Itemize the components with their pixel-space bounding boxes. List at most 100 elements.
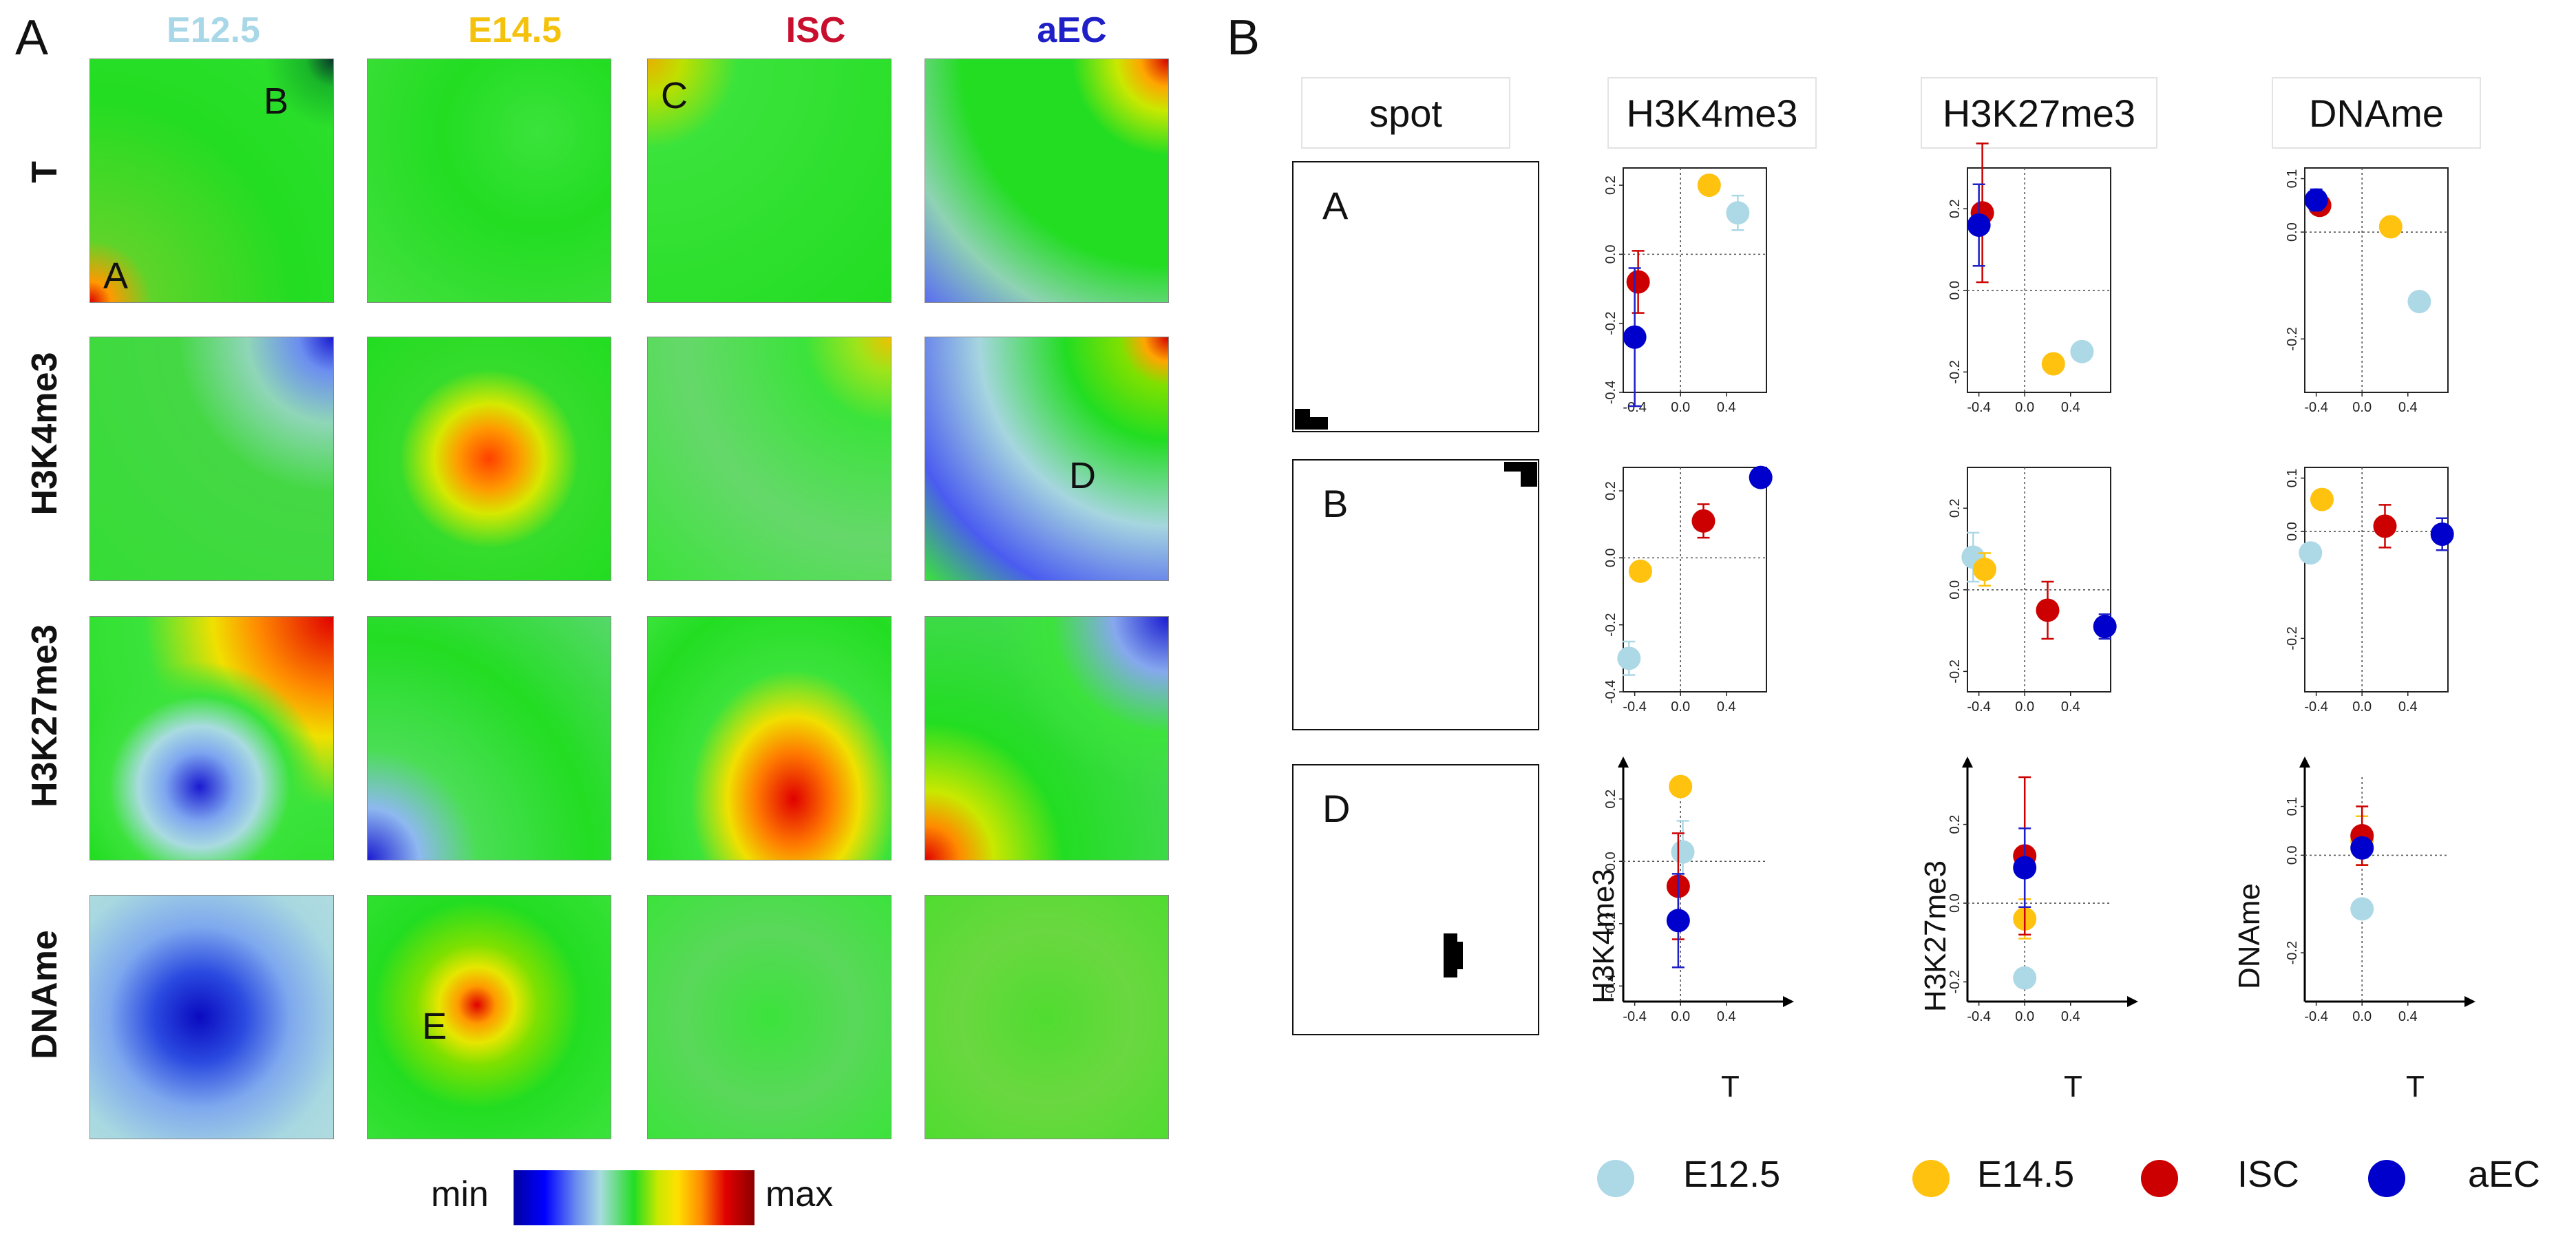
plot-b-dname-frame (2304, 467, 2449, 692)
spot-box-b: B (1292, 459, 1539, 730)
plot-d-h3k4me3-xtick-label-1: 0.0 (1671, 1009, 1690, 1024)
plot-d-h3k4me3-ytick-label-2: -0.2 (1603, 912, 1618, 935)
plot-a-h3k27me3-xtick-label-0: -0.4 (1967, 400, 1990, 415)
plot-b-dname-ytick-label-2: -0.2 (2285, 626, 2300, 650)
y-axis-label-dname: DNAme (2232, 882, 2266, 990)
plot-d-dname-ytick-label-2: -0.2 (2285, 941, 2300, 964)
plot-b-h3k4me3-xtick-label-1: 0.0 (1671, 699, 1690, 715)
heatmap-h3k27me3-e14-5 (367, 616, 611, 860)
plot-b-h3k27me3-ytick-label-1: 0.0 (1947, 580, 1963, 600)
plot-d-h3k27me3-xtick-label-0: -0.4 (1967, 1009, 1990, 1024)
plot-a-dname-ytick-label-1: 0.0 (2285, 222, 2300, 242)
spot-b-marker-2 (1521, 470, 1537, 487)
header-h3k27me3: H3K27me3 (1921, 77, 2157, 149)
header-spot: spot (1301, 77, 1510, 149)
plot-a-h3k27me3-ytick-label-1: 0.0 (1947, 281, 1963, 300)
plot-b-h3k4me3-point-isc (1691, 509, 1715, 533)
plot-a-h3k4me3-point-isc (1626, 270, 1650, 294)
plot-b-dname-point-isc (2373, 514, 2397, 538)
plot-b-h3k4me3-xtick-label-0: -0.4 (1623, 699, 1646, 715)
plot-d-dname-ytick-label-0: 0.1 (2285, 797, 2300, 816)
plot-a-h3k27me3-frame (1967, 167, 2111, 393)
plot-d-h3k4me3-ytick-label-1: 0.0 (1603, 852, 1618, 871)
plot-a-h3k4me3-ytick-label-0: 0.2 (1603, 176, 1618, 195)
plot-a-h3k4me3-point-aec (1623, 325, 1647, 349)
heatmap-dname-e12-5 (89, 895, 334, 1139)
plot-b-h3k4me3-point-e14-5 (1628, 559, 1652, 583)
heatmap-h3k4me3-isc (647, 337, 891, 581)
plot-b-h3k4me3-point-e12-5 (1617, 646, 1641, 670)
spot-d-label: D (1322, 787, 1351, 830)
plot-a-h3k27me3-xtick-label-1: 0.0 (2015, 400, 2034, 415)
plot-a-h3k27me3-point-e14-5 (2041, 352, 2065, 376)
plot-d-h3k4me3-y-arrow (1618, 757, 1629, 768)
plot-b-dname-point-e14-5 (2310, 487, 2334, 511)
plot-d-dname-xtick-label-1: 0.0 (2352, 1009, 2372, 1024)
plot-a-dname-xtick-label-1: 0.0 (2352, 400, 2372, 415)
legend-dot-e12-5 (1597, 1160, 1634, 1197)
plot-a-dname-frame (2304, 167, 2449, 393)
plot-b-dname-xtick-label-0: -0.4 (2304, 699, 2327, 715)
plot-b-h3k27me3-point-isc (2036, 598, 2060, 622)
plot-b-h3k4me3-ytick-label-3: -0.4 (1603, 680, 1618, 704)
plot-a-h3k27me3-xtick-label-2: 0.4 (2061, 400, 2080, 415)
heatmap-t-e14-5 (367, 59, 611, 303)
header-dname: DNAme (2272, 77, 2481, 149)
plot-b-h3k4me3-ytick-label-2: -0.2 (1603, 613, 1618, 636)
annotation-d: D (1069, 455, 1096, 496)
plot-b-h3k4me3-ytick-label-1: 0.0 (1603, 548, 1618, 567)
plot-d-h3k4me3-point-e12-5 (1671, 840, 1695, 864)
heatmap-dname-isc (647, 895, 891, 1139)
plot-b-h3k27me3-ytick-label-2: -0.2 (1947, 659, 1963, 683)
plot-b-h3k27me3-ytick-label-0: 0.2 (1947, 498, 1963, 518)
plot-b-dname-ytick-label-1: 0.0 (2285, 522, 2300, 541)
plot-b-dname-point-e12-5 (2299, 541, 2323, 565)
heatmap-t-aec (925, 59, 1169, 303)
plot-d-h3k4me3-x-arrow (1783, 996, 1794, 1007)
colorbar-min-label: min (431, 1174, 489, 1214)
col-header-aec: aEC (1037, 10, 1107, 50)
plot-a-h3k4me3-ytick-label-3: -0.4 (1603, 381, 1618, 404)
plot-d-dname-y-arrow (2299, 757, 2310, 768)
plot-a-h3k4me3-xtick-label-0: -0.4 (1623, 400, 1646, 415)
legend-label-aec: aEC (2468, 1154, 2541, 1195)
heatmap-h3k4me3-e14-5 (367, 337, 611, 581)
plot-d-dname-x-arrow (2464, 996, 2475, 1007)
plot-b-h3k27me3-xtick-label-0: -0.4 (1967, 699, 1990, 715)
spot-d-marker-2 (1452, 942, 1463, 969)
plot-a-dname-ytick-label-0: 0.1 (2285, 169, 2300, 189)
spot-a-label: A (1322, 184, 1349, 227)
y-axis-label-h3k4me3: H3K4me3 (1587, 869, 1620, 1004)
plot-d-h3k4me3-point-e14-5 (1669, 774, 1693, 799)
plot-a-h3k4me3-xtick-label-1: 0.0 (1671, 400, 1690, 415)
plot-a-dname-point-aec (2304, 188, 2328, 212)
spot-a-marker-2 (1309, 417, 1328, 430)
plot-b-h3k27me3-xtick-label-1: 0.0 (2015, 699, 2034, 715)
heatmap-h3k4me3-e12-5 (89, 337, 334, 581)
heatmap-dname-e14-5 (367, 895, 611, 1139)
plot-d-h3k27me3-xtick-label-2: 0.4 (2061, 1009, 2080, 1024)
plot-d-h3k4me3-xtick-label-0: -0.4 (1623, 1009, 1646, 1024)
spot-box-d: D (1292, 764, 1539, 1035)
plot-d-h3k4me3-point-aec (1666, 909, 1690, 933)
annotation-a: A (103, 255, 129, 297)
heatmap-h3k27me3-e12-5 (89, 616, 334, 860)
spot-box-a: A (1292, 161, 1539, 432)
heatmap-h3k4me3-aec (925, 337, 1169, 581)
colorbar-max-label: max (766, 1174, 834, 1214)
plot-a-h3k27me3-point-aec (1967, 213, 1991, 237)
annotation-b: B (264, 81, 289, 122)
plot-b-h3k4me3-frame (1623, 467, 1767, 692)
col-header-isc: ISC (785, 10, 846, 50)
heatmap-t-isc (647, 59, 891, 303)
plot-d-dname-xtick-label-2: 0.4 (2398, 1009, 2418, 1024)
legend-dot-e14-5 (1912, 1160, 1950, 1197)
annotation-e: E (422, 1006, 447, 1047)
plot-d-h3k27me3-point-e12-5 (2013, 966, 2037, 990)
heatmap-dname-aec (925, 895, 1169, 1139)
y-axis-label-h3k27me3: H3K27me3 (1919, 860, 1952, 1013)
plot-b-h3k27me3-frame (1967, 467, 2111, 692)
plot-d-h3k4me3-ytick-label-0: 0.2 (1603, 790, 1618, 809)
plot-a-h3k27me3-ytick-label-0: 0.2 (1947, 199, 1963, 218)
